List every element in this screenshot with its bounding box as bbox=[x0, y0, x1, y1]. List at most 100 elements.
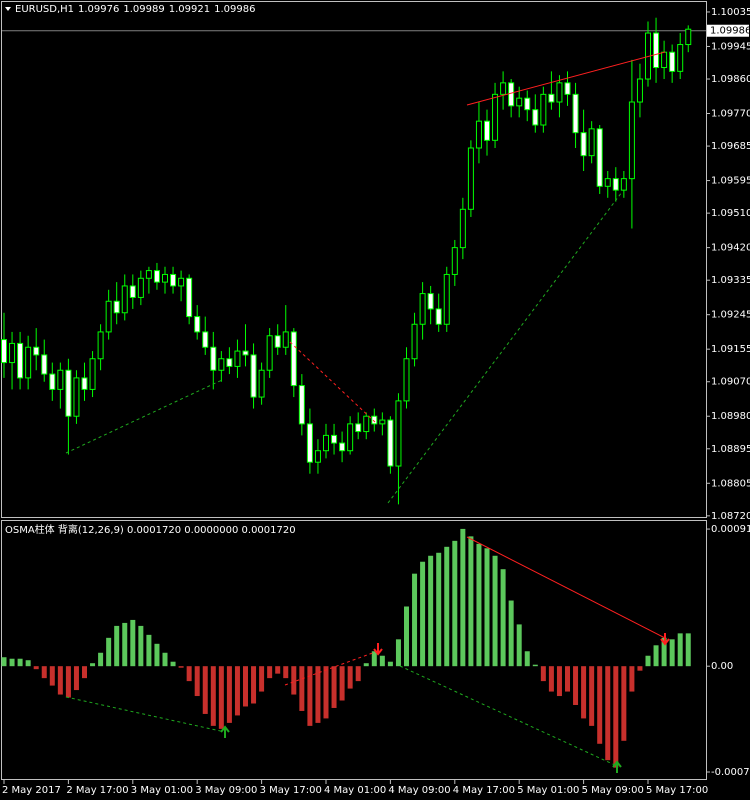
histogram-bar bbox=[637, 666, 643, 671]
histogram-bar bbox=[57, 666, 63, 695]
histogram-bar bbox=[226, 666, 232, 723]
candle-body bbox=[540, 93, 547, 126]
histogram-bar bbox=[476, 543, 482, 667]
candle-body bbox=[97, 331, 104, 360]
candle-body bbox=[661, 51, 668, 69]
candle-body bbox=[628, 101, 635, 180]
candle-body bbox=[258, 369, 265, 398]
histogram-bar bbox=[573, 666, 579, 705]
histogram-bar bbox=[468, 536, 474, 667]
low: 1.09921 bbox=[169, 4, 210, 15]
candle-body bbox=[323, 434, 329, 452]
candle-body bbox=[65, 369, 72, 417]
histogram-bar bbox=[331, 666, 337, 708]
candle-body bbox=[419, 293, 426, 325]
histogram-bar bbox=[661, 637, 667, 667]
histogram-bar bbox=[73, 666, 79, 691]
histogram-bar bbox=[323, 666, 329, 719]
candle-body bbox=[379, 419, 386, 425]
buy-arrow bbox=[612, 760, 622, 773]
histogram-bar bbox=[146, 634, 152, 667]
x-tick-label: 5 May 17:00 bbox=[646, 785, 708, 796]
histogram-bar bbox=[291, 666, 297, 695]
candle-body bbox=[492, 93, 499, 141]
x-tick-label: 5 May 01:00 bbox=[517, 785, 579, 796]
histogram-bar bbox=[387, 661, 393, 667]
divergence-line bbox=[399, 665, 618, 767]
histogram-bar bbox=[49, 666, 55, 686]
candle-body bbox=[387, 419, 394, 467]
histogram-bar bbox=[33, 666, 39, 670]
divergence-line bbox=[387, 191, 623, 504]
histogram-bar bbox=[98, 652, 104, 667]
histogram-bar bbox=[428, 555, 434, 667]
histogram-bar bbox=[210, 666, 216, 726]
candle-body bbox=[685, 28, 692, 46]
histogram-bar bbox=[395, 639, 401, 667]
candle-body bbox=[677, 44, 684, 72]
y-tick-label: 1.09770 bbox=[711, 109, 750, 120]
histogram-bar bbox=[379, 655, 385, 667]
candle-body bbox=[194, 316, 201, 333]
histogram-bar bbox=[452, 540, 458, 667]
candle-body bbox=[596, 128, 603, 187]
histogram-bar bbox=[178, 666, 184, 668]
candle-body bbox=[508, 82, 515, 107]
candle-body bbox=[548, 93, 555, 103]
histogram-bar bbox=[130, 619, 136, 667]
indicator-header: OSMA柱体 背离(12,26,9) 0.0001720 0.0000000 0… bbox=[5, 523, 296, 536]
x-tick-label: 4 May 17:00 bbox=[453, 785, 515, 796]
histogram-bar bbox=[412, 573, 418, 667]
y-tick-label: 1.09945 bbox=[711, 41, 750, 52]
price-header: EURUSD,H1 1.09976 1.09989 1.09921 1.09986 bbox=[15, 4, 255, 15]
candle-body bbox=[636, 78, 643, 103]
histogram-bar bbox=[114, 625, 120, 667]
histogram-bar bbox=[500, 569, 506, 667]
y-tick-label: 1.09070 bbox=[711, 377, 750, 388]
histogram-bar bbox=[299, 666, 305, 711]
candle-body bbox=[210, 346, 217, 371]
candle-body bbox=[331, 434, 338, 444]
candle-body bbox=[282, 331, 289, 348]
histogram-bar bbox=[565, 666, 570, 692]
histogram-bar bbox=[9, 658, 15, 667]
y-tick-label: 0.000919 bbox=[711, 524, 750, 535]
candle-body bbox=[516, 97, 523, 107]
histogram-bar bbox=[436, 552, 442, 667]
histogram-bar bbox=[275, 666, 281, 674]
y-tick-label: 1.09155 bbox=[711, 344, 750, 355]
candle-body bbox=[347, 423, 354, 452]
histogram-bar bbox=[605, 666, 611, 761]
histogram-bar bbox=[508, 600, 514, 667]
candle-body bbox=[137, 277, 144, 298]
candle-body bbox=[129, 285, 136, 298]
y-tick-label: 1.09685 bbox=[711, 141, 750, 152]
candle-body bbox=[524, 97, 531, 111]
candle-body bbox=[250, 354, 257, 398]
histogram-bar bbox=[685, 633, 691, 667]
histogram-bar bbox=[460, 528, 466, 667]
candle-body bbox=[25, 346, 32, 379]
histogram-bar bbox=[597, 666, 603, 744]
candle-body bbox=[202, 331, 209, 348]
x-tick-label: 4 May 09:00 bbox=[388, 785, 450, 796]
y-tick-label: 1.09335 bbox=[711, 275, 750, 286]
x-tick-label: 3 May 17:00 bbox=[260, 785, 322, 796]
candle-body bbox=[266, 335, 273, 371]
candle-body bbox=[556, 82, 563, 103]
histogram-bar bbox=[106, 637, 112, 667]
candle-body bbox=[653, 32, 660, 69]
y-tick-label: 1.08805 bbox=[711, 478, 750, 489]
candle-body bbox=[186, 277, 193, 318]
candle-body bbox=[9, 342, 16, 364]
x-tick-label: 5 May 09:00 bbox=[582, 785, 644, 796]
candle-body bbox=[226, 358, 233, 367]
histogram-bar bbox=[629, 666, 635, 692]
histogram-bar bbox=[589, 666, 595, 726]
menu-arrow[interactable] bbox=[5, 7, 11, 11]
candle-body bbox=[612, 178, 619, 191]
divergence-line bbox=[466, 51, 666, 106]
histogram-bar bbox=[1, 657, 7, 667]
candle-body bbox=[604, 178, 611, 187]
